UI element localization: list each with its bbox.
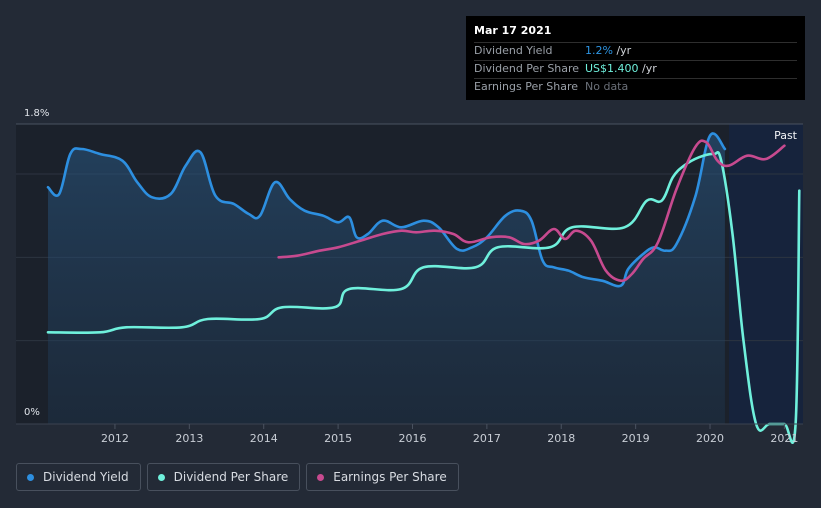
x-tick-label: 2014: [250, 432, 278, 445]
y-axis-min-label: 0%: [24, 407, 40, 418]
legend-dividend-per-share[interactable]: Dividend Per Share: [146, 463, 301, 491]
legend-label: Dividend Yield: [43, 470, 129, 484]
tooltip-date: Mar 17 2021: [474, 24, 552, 37]
tooltip-label: Earnings Per Share: [474, 80, 579, 93]
legend-label: Earnings Per Share: [333, 470, 447, 484]
past-label: Past: [774, 129, 798, 142]
x-tick-label: 2019: [622, 432, 650, 445]
x-tick-label: 2016: [398, 432, 426, 445]
chart-legend: Dividend Yield Dividend Per Share Earnin…: [16, 463, 461, 491]
dividend-yield-area: [48, 133, 725, 424]
tooltip-row-dividend-per-share: Dividend Per Share US$1.400 /yr: [474, 60, 797, 78]
x-tick-label: 2015: [324, 432, 352, 445]
tooltip-label: Dividend Per Share: [474, 62, 580, 75]
x-tick-label: 2017: [473, 432, 501, 445]
legend-dot-icon: [317, 473, 325, 481]
y-axis-max-label: 1.8%: [24, 108, 49, 119]
x-tick-label: 2020: [696, 432, 724, 445]
earnings-per-share-line: [277, 139, 786, 283]
legend-dot-icon: [27, 473, 34, 481]
legend-dot-icon: [157, 473, 165, 481]
tooltip-row-dividend-yield: Dividend Yield 1.2% /yr: [474, 42, 797, 60]
past-region: [729, 124, 803, 424]
legend-dividend-yield[interactable]: Dividend Yield: [16, 463, 141, 491]
tooltip-value: No data: [585, 80, 629, 93]
legend-earnings-per-share[interactable]: Earnings Per Share: [306, 463, 459, 491]
tooltip-row-earnings-per-share: Earnings Per Share No data: [474, 78, 797, 96]
tooltip-panel: Mar 17 2021 Dividend Yield 1.2% /yr Divi…: [466, 16, 805, 100]
x-tick-label: 2021: [770, 432, 798, 445]
x-tick-label: 2018: [547, 432, 575, 445]
tooltip-label: Dividend Yield: [474, 44, 553, 57]
x-tick-label: 2012: [101, 432, 129, 445]
legend-label: Dividend Per Share: [173, 470, 289, 484]
tooltip-value: US$1.400 /yr: [585, 62, 657, 75]
x-tick-label: 2013: [175, 432, 203, 445]
tooltip-value: 1.2% /yr: [585, 44, 632, 57]
